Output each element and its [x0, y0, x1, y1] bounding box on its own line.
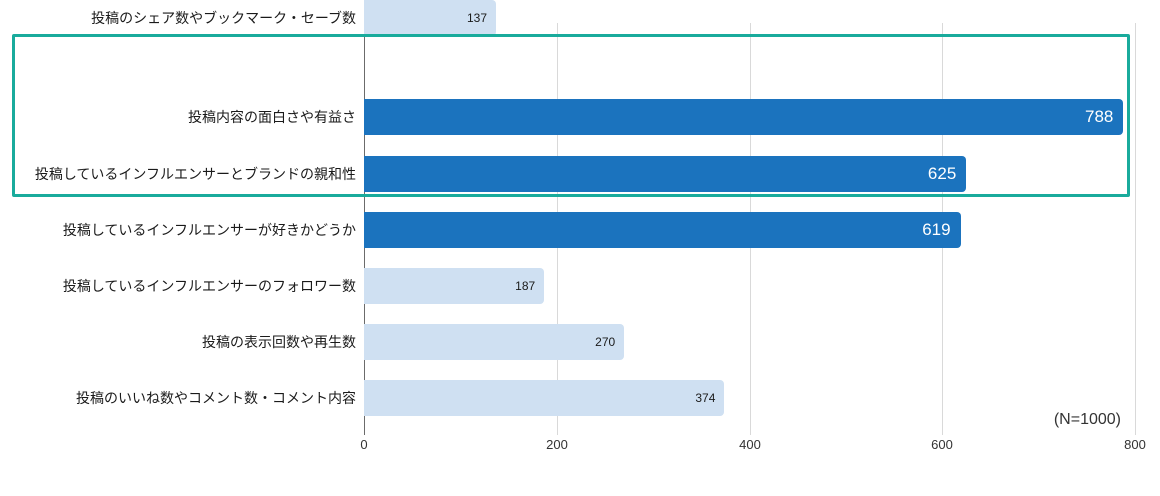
- bar: 187: [364, 268, 545, 304]
- bar-row: 投稿しているインフルエンサーのフォロワー数 187: [0, 268, 1160, 304]
- category-label: 投稿のいいね数やコメント数・コメント内容: [76, 390, 356, 406]
- bar-row: 投稿のいいね数やコメント数・コメント内容 374: [0, 380, 1160, 416]
- bar-value-label: 788: [1085, 107, 1114, 126]
- category-label: 投稿のシェア数やブックマーク・セーブ数: [91, 10, 356, 26]
- category-label: 投稿内容の面白さや有益さ: [188, 109, 356, 125]
- x-axis-tick-label: 200: [546, 437, 568, 452]
- bar-value-label: 137: [466, 11, 487, 25]
- bar-value-label: 625: [927, 164, 957, 183]
- bar: 788: [364, 99, 1124, 135]
- bar-value-label: 619: [922, 220, 951, 239]
- bar: 374: [364, 380, 725, 416]
- bar: 619: [364, 212, 961, 248]
- x-axis-tick-label: 400: [739, 437, 761, 452]
- category-label: 投稿の表示回数や再生数: [202, 334, 356, 350]
- category-label: 投稿しているインフルエンサーとブランドの親和性: [34, 166, 356, 182]
- bar-value-label: 187: [515, 279, 536, 293]
- bar: 270: [364, 324, 625, 360]
- x-axis-tick-label: 0: [360, 437, 368, 452]
- x-axis-tick-label: 600: [931, 437, 953, 452]
- bar-row: 投稿内容の面白さや有益さ 788: [0, 99, 1160, 135]
- category-label: 投稿しているインフルエンサーのフォロワー数: [62, 278, 356, 294]
- bar-value-label: 270: [595, 335, 616, 349]
- bar: 137: [364, 0, 496, 36]
- bar-value-label: 374: [695, 391, 716, 405]
- bar: 625: [364, 156, 967, 192]
- sample-size-note: (N=1000): [1053, 411, 1121, 428]
- bar-row: 投稿しているインフルエンサーとブランドの親和性 625: [0, 156, 1160, 192]
- bar-row: 投稿の表示回数や再生数 270: [0, 324, 1160, 360]
- x-axis-tick-label: 800: [1124, 437, 1146, 452]
- category-label: 投稿しているインフルエンサーが好きかどうか: [62, 222, 356, 238]
- bar-row: 投稿しているインフルエンサーが好きかどうか 619: [0, 212, 1160, 248]
- gridline: [1135, 23, 1136, 435]
- bar-row: 投稿のシェア数やブックマーク・セーブ数 137: [0, 0, 1160, 36]
